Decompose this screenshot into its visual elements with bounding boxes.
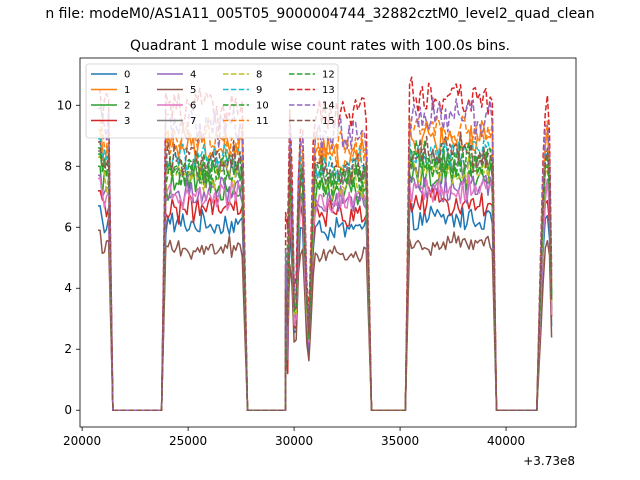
x-tick-label: 25000	[169, 434, 207, 448]
x-tick-label: 30000	[275, 434, 313, 448]
x-tick-label: 20000	[63, 434, 101, 448]
legend-label-10: 10	[256, 101, 269, 112]
chart-title: Quadrant 1 module wise count rates with …	[130, 38, 510, 54]
x-tick-label: 40000	[487, 434, 525, 448]
legend-label-8: 8	[256, 70, 262, 81]
series-line-4	[98, 171, 553, 411]
series-line-10	[98, 139, 553, 411]
legend-label-13: 13	[322, 85, 335, 96]
series-line-12	[98, 146, 553, 411]
legend-label-0: 0	[124, 70, 130, 81]
legend-label-6: 6	[190, 101, 196, 112]
x-tick-label: 35000	[381, 434, 419, 448]
legend-label-12: 12	[322, 70, 335, 81]
legend-label-4: 4	[190, 70, 196, 81]
legend-label-3: 3	[124, 116, 130, 127]
series-line-11	[98, 114, 553, 411]
series-line-8	[98, 151, 553, 411]
y-tick-label: 4	[64, 281, 72, 295]
series-line-2	[98, 162, 553, 411]
y-tick-label: 8	[64, 159, 72, 173]
legend-label-1: 1	[124, 85, 130, 96]
series-line-0	[98, 202, 553, 411]
legend-label-9: 9	[256, 85, 262, 96]
y-tick-label: 6	[64, 220, 72, 234]
axes-frame	[79, 57, 577, 428]
series-line-6	[98, 173, 553, 411]
x-offset-label: +3.73e8	[523, 454, 575, 468]
figure-suptitle: n file: modeM0/AS1A11_005T05_9000004744_…	[45, 6, 594, 22]
legend-label-15: 15	[322, 116, 335, 127]
y-tick-label: 10	[57, 98, 72, 112]
legend-label-11: 11	[256, 116, 269, 127]
y-tick-label: 2	[64, 342, 72, 356]
y-tick-label: 0	[64, 403, 72, 417]
series-line-5	[98, 229, 553, 411]
series-line-15	[98, 131, 553, 411]
legend-label-7: 7	[190, 116, 196, 127]
legend-label-14: 14	[322, 101, 335, 112]
legend-label-2: 2	[124, 101, 130, 112]
series-line-7	[98, 147, 553, 411]
plot-area: 20000 25000 30000 35000 40000024681001234567…	[57, 57, 577, 448]
legend-label-5: 5	[190, 85, 196, 96]
legend-box	[85, 63, 339, 139]
